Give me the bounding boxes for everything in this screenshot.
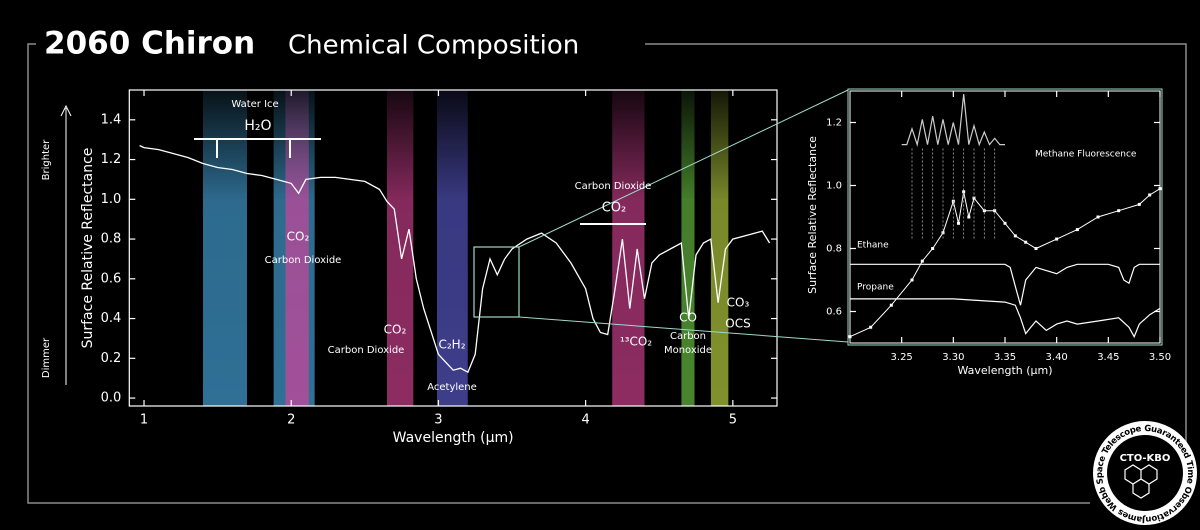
y-tick-label: 1.2 xyxy=(826,118,842,129)
annotation: Carbon xyxy=(670,331,706,342)
series-label: Methane Fluorescence xyxy=(1035,150,1137,160)
annotation: Carbon Dioxide xyxy=(328,345,405,356)
plot-frame xyxy=(128,89,778,407)
absorption-band xyxy=(285,90,309,406)
x-tick-label: 4 xyxy=(581,413,589,428)
annotation: CO₂ xyxy=(287,230,310,244)
data-point xyxy=(1034,247,1038,250)
y-low-label: Dimmer xyxy=(41,337,52,378)
x-tick-label: 3.40 xyxy=(1046,352,1068,363)
y-tick-label: 0.6 xyxy=(826,307,842,318)
y-tick-label: 1.4 xyxy=(101,112,122,127)
annotation: CO₂ xyxy=(384,323,407,337)
x-tick-label: 3.45 xyxy=(1097,352,1119,363)
absorption-band xyxy=(612,90,645,406)
data-point xyxy=(1117,209,1121,213)
data-line xyxy=(901,94,1005,147)
data-line xyxy=(850,263,1160,306)
title: 2060 Chiron xyxy=(44,26,255,62)
y-axis-label: Surface Relative Reflectance xyxy=(80,148,96,349)
data-point xyxy=(993,209,997,213)
data-line xyxy=(139,145,771,374)
y-tick-label: 0.8 xyxy=(101,232,122,247)
x-tick-label: 3.35 xyxy=(994,352,1016,363)
data-point xyxy=(1137,202,1141,206)
x-axis-label: Wavelength (µm) xyxy=(393,430,514,446)
annotation: Carbon Dioxide xyxy=(575,181,652,192)
data-point xyxy=(982,209,986,213)
y-tick-label: 1.0 xyxy=(101,192,122,207)
badge-core xyxy=(1107,435,1183,511)
axis-arrow xyxy=(60,104,72,385)
y-tick-label: 0.8 xyxy=(826,244,842,255)
badge-hexes xyxy=(1124,464,1158,499)
data-point xyxy=(1096,215,1100,219)
data-point xyxy=(910,278,914,282)
y-axis-label: Surface Relative Reflectance xyxy=(806,136,819,294)
annotation: OCS xyxy=(725,317,750,331)
y-tick-label: 0.6 xyxy=(101,271,122,286)
data-point xyxy=(962,190,966,194)
y-tick-label: 1.0 xyxy=(826,181,842,192)
x-axis-label: Wavelength (µm) xyxy=(957,364,1052,377)
series-label: Ethane xyxy=(857,241,889,251)
x-tick-label: 3.25 xyxy=(891,352,913,363)
data-point xyxy=(957,221,960,225)
data-line xyxy=(850,298,1161,339)
data-point xyxy=(967,215,971,219)
data-point xyxy=(1013,234,1017,238)
frame xyxy=(27,43,1187,504)
main-chart: 1 2 3 4 5 0.0 0.2 0.4 0.6 0.8 1.0 1.2 1.4 Wavelength … xyxy=(41,89,849,446)
x-tick-label: 5 xyxy=(729,413,737,428)
data-point xyxy=(869,325,873,329)
annotation: Water Ice xyxy=(231,99,278,110)
x-tick-label: 3.30 xyxy=(942,352,964,363)
y-tick-label: 1.2 xyxy=(101,152,122,167)
data-point xyxy=(1075,228,1079,232)
data-point xyxy=(1055,237,1059,241)
zoom-connector xyxy=(518,89,849,343)
annotation: CO₂ xyxy=(602,201,627,216)
data-point xyxy=(920,259,924,263)
annotation: Monoxide xyxy=(664,345,712,356)
y-tick-label: 0.0 xyxy=(101,391,122,406)
x-tick-label: 2 xyxy=(287,413,295,428)
y-tick-label: 0.4 xyxy=(101,311,122,326)
series-label: Propane xyxy=(857,283,894,293)
annotation: C₂H₂ xyxy=(438,338,465,352)
annotation: CO₃ xyxy=(727,296,750,310)
data-point xyxy=(931,247,935,250)
data-point xyxy=(1148,193,1152,197)
data-point xyxy=(1003,221,1007,225)
y-tick-label: 0.2 xyxy=(101,351,122,366)
annotation: H₂O xyxy=(244,118,271,134)
inset-chart: 3.25 3.30 3.35 3.40 3.45 3.50 0.6 0.8 1.0 1.2 Wave… xyxy=(806,88,1171,377)
x-tick-label: 3 xyxy=(434,413,442,428)
feature-bars xyxy=(194,138,646,225)
absorption-band xyxy=(681,90,695,406)
subtitle: Chemical Composition xyxy=(288,31,579,61)
absorption-band xyxy=(436,90,468,406)
y-high-label: Brighter xyxy=(41,139,52,181)
annotation: Carbon Dioxide xyxy=(265,255,342,266)
plot-frame xyxy=(849,90,1161,344)
annotation: ¹³CO₂ xyxy=(620,335,652,349)
x-tick-label: 1 xyxy=(140,413,148,428)
x-tick-label: 3.50 xyxy=(1149,352,1171,363)
inset-frame xyxy=(847,88,1163,346)
data-point xyxy=(1024,240,1028,244)
annotation: CO xyxy=(679,311,697,325)
annotation: Acetylene xyxy=(427,382,477,393)
badge-name: CTO-KBO xyxy=(1120,453,1171,464)
zoom-box xyxy=(473,246,520,318)
absorption-band xyxy=(710,90,729,406)
absorption-band xyxy=(202,90,248,406)
data-point xyxy=(889,303,893,307)
